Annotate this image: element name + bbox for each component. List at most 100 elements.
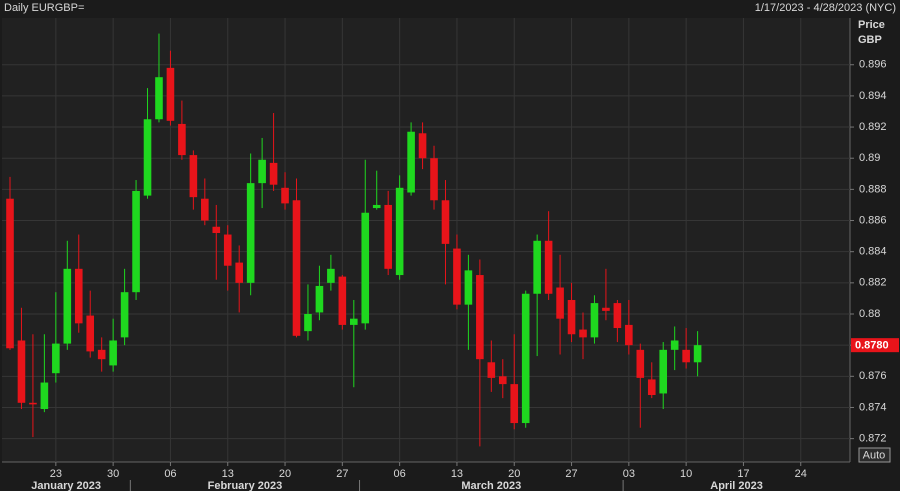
candle-body: [97, 349, 106, 360]
candle-body: [670, 340, 679, 350]
candle-body: [292, 200, 301, 336]
month-label: January 2023: [31, 480, 101, 491]
month-label: March 2023: [461, 480, 521, 491]
candle-body: [166, 67, 175, 121]
candle-body: [350, 318, 358, 325]
candle-body: [407, 131, 415, 193]
candle-body: [693, 345, 702, 363]
candle-body: [17, 340, 26, 403]
candle-body: [510, 384, 519, 424]
candle-body: [189, 155, 198, 198]
auto-button[interactable]: [858, 447, 891, 463]
candle-body: [590, 303, 599, 338]
candle-body: [418, 133, 427, 159]
y-axis-label: Price: [858, 19, 885, 31]
y-tick-label: 0.894: [859, 90, 887, 102]
candle-body: [659, 349, 668, 394]
candle-body: [40, 382, 49, 410]
candle-body: [567, 299, 576, 335]
chart-title: Daily EURGBP=: [4, 2, 84, 14]
candle-body: [132, 190, 140, 293]
y-tick-label: 0.896: [859, 59, 887, 71]
candle-body: [476, 275, 484, 360]
candle-body: [258, 159, 266, 184]
candle-body: [544, 240, 553, 294]
plot: 0.8720.8740.8760.8780.880.8820.8840.8860…: [2, 18, 899, 491]
x-tick-label: 13: [451, 468, 463, 480]
candle-body: [52, 343, 60, 374]
candle-body: [647, 379, 656, 396]
y-axis-unit: GBP: [858, 34, 882, 46]
y-tick-label: 0.888: [859, 183, 887, 195]
candle-body: [395, 187, 404, 276]
candle-body: [143, 119, 152, 196]
y-tick-label: 0.884: [859, 246, 887, 258]
candle-body: [212, 226, 221, 233]
x-tick-label: 20: [279, 468, 291, 480]
candle-body: [682, 349, 690, 363]
candle-body: [235, 262, 243, 283]
x-tick-label: 27: [565, 468, 577, 480]
x-tick-label: 20: [508, 468, 520, 480]
x-tick-label: 03: [623, 468, 635, 480]
plot-area: [2, 18, 850, 462]
candle-body: [384, 204, 392, 269]
y-tick-label: 0.88: [859, 308, 880, 320]
candle-body: [579, 329, 587, 338]
x-tick-label: 10: [680, 468, 692, 480]
x-tick-label: 27: [336, 468, 348, 480]
candle-body: [246, 183, 255, 283]
y-tick-label: 0.872: [859, 433, 887, 445]
date-range: 1/17/2023 - 4/28/2023 (NYC): [755, 2, 896, 14]
candle-body: [120, 292, 129, 338]
candle-body: [6, 198, 14, 349]
y-tick-label: 0.892: [859, 121, 887, 133]
candle-body: [74, 268, 83, 324]
candle-body: [29, 402, 37, 405]
candle-body: [338, 276, 347, 325]
month-label: February 2023: [208, 480, 283, 491]
candle-body: [86, 315, 95, 352]
candle-body: [533, 240, 541, 294]
candle-body: [464, 270, 473, 305]
x-tick-label: 13: [222, 468, 234, 480]
candle-body: [361, 212, 370, 324]
candle-body: [521, 293, 530, 424]
candle-body: [372, 204, 381, 209]
x-tick-label: 17: [737, 468, 749, 480]
candle-body: [109, 340, 117, 366]
candle-body: [155, 77, 163, 120]
candle-body: [304, 314, 312, 332]
candle-body: [63, 268, 72, 344]
candle-body: [487, 362, 496, 378]
candle-body: [178, 123, 186, 156]
candle-body: [281, 187, 289, 204]
month-label: April 2023: [710, 480, 763, 491]
x-tick-label: 23: [50, 468, 62, 480]
candle-body: [453, 248, 461, 305]
candle-body: [315, 285, 324, 313]
candle-body: [602, 307, 610, 311]
candle-body: [556, 287, 564, 319]
candle-body: [636, 349, 645, 378]
x-tick-label: 06: [394, 468, 406, 480]
y-tick-label: 0.882: [859, 277, 887, 289]
y-tick-label: 0.876: [859, 370, 887, 382]
last-price-label: 0.8780: [855, 340, 889, 352]
candle-body: [430, 158, 438, 201]
candle-body: [327, 268, 335, 283]
y-tick-label: 0.874: [859, 401, 887, 413]
candle-body: [223, 234, 232, 266]
candle-body: [625, 324, 633, 346]
candle-body: [269, 162, 278, 185]
candle-body: [441, 200, 450, 244]
candle-body: [498, 376, 507, 385]
x-tick-label: 24: [795, 468, 807, 480]
x-tick-label: 30: [107, 468, 119, 480]
candle-body: [613, 303, 622, 329]
candle-body: [201, 198, 209, 221]
auto-button-label[interactable]: Auto: [863, 449, 886, 461]
y-tick-label: 0.886: [859, 214, 887, 226]
x-tick-label: 06: [164, 468, 176, 480]
